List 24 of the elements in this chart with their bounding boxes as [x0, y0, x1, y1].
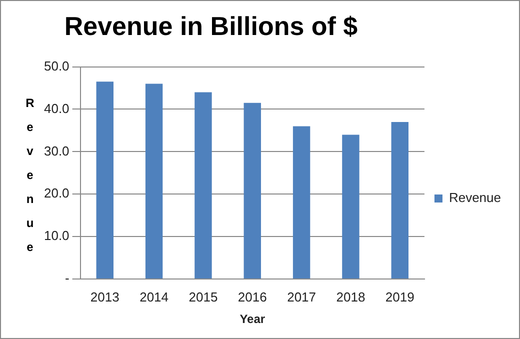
- x-tick-label: 2016: [238, 289, 267, 304]
- y-tick-label: 30.0: [44, 143, 70, 158]
- legend-label: Revenue: [448, 190, 502, 206]
- bar: [96, 82, 114, 278]
- x-tick-label: 2019: [385, 289, 414, 304]
- y-tick-label: 10.0: [44, 228, 70, 244]
- bar: [194, 92, 212, 278]
- bar: [342, 134, 360, 278]
- x-tick-label: 2018: [336, 289, 366, 304]
- y-axis-title: Revenue: [23, 96, 37, 264]
- x-tick-label: 2015: [188, 289, 218, 304]
- y-tick-label: 50.0: [44, 58, 70, 74]
- bar: [391, 122, 408, 278]
- y-tick-label: 40.0: [44, 100, 70, 116]
- x-tick-label: 2014: [140, 289, 169, 304]
- y-tick-label: 20.0: [44, 186, 70, 201]
- bar: [292, 126, 310, 278]
- x-tick-label: 2017: [287, 289, 316, 304]
- chart-title: Revenue in Billions of $: [63, 11, 359, 42]
- x-axis-title: Year: [240, 312, 266, 326]
- y-tick-label: -: [64, 270, 70, 286]
- bar: [145, 84, 163, 278]
- x-tick-label: 2013: [90, 289, 120, 304]
- bar: [244, 102, 261, 278]
